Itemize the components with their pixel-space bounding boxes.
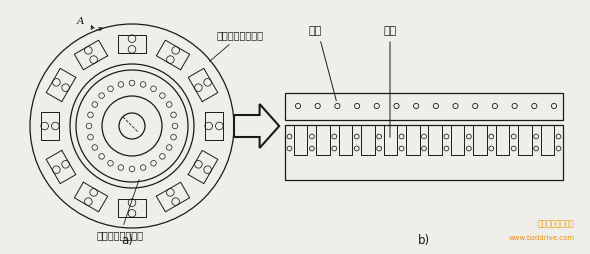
Bar <box>285 92 563 119</box>
Text: 次级: 次级 <box>309 26 322 36</box>
Bar <box>406 125 419 155</box>
Bar <box>285 125 563 180</box>
Text: 笼型转子（次级）: 笼型转子（次级） <box>97 180 143 240</box>
Bar <box>428 125 442 155</box>
Text: www.bzddrive.com: www.bzddrive.com <box>509 235 575 241</box>
Bar <box>496 125 509 155</box>
Text: 深圳博智达机器人: 深圳博智达机器人 <box>538 219 575 229</box>
Bar <box>361 125 375 155</box>
Bar <box>316 125 330 155</box>
Text: A: A <box>77 18 84 26</box>
Bar <box>339 125 352 155</box>
Bar <box>451 125 464 155</box>
Text: 初级: 初级 <box>384 26 396 36</box>
Text: a): a) <box>121 234 133 247</box>
Bar <box>473 125 487 155</box>
Text: 定子绕组（初级）: 定子绕组（初级） <box>209 30 264 61</box>
Bar <box>518 125 532 155</box>
Bar <box>540 125 554 155</box>
Bar <box>384 125 397 155</box>
Bar <box>294 125 307 155</box>
Text: b): b) <box>418 234 430 247</box>
